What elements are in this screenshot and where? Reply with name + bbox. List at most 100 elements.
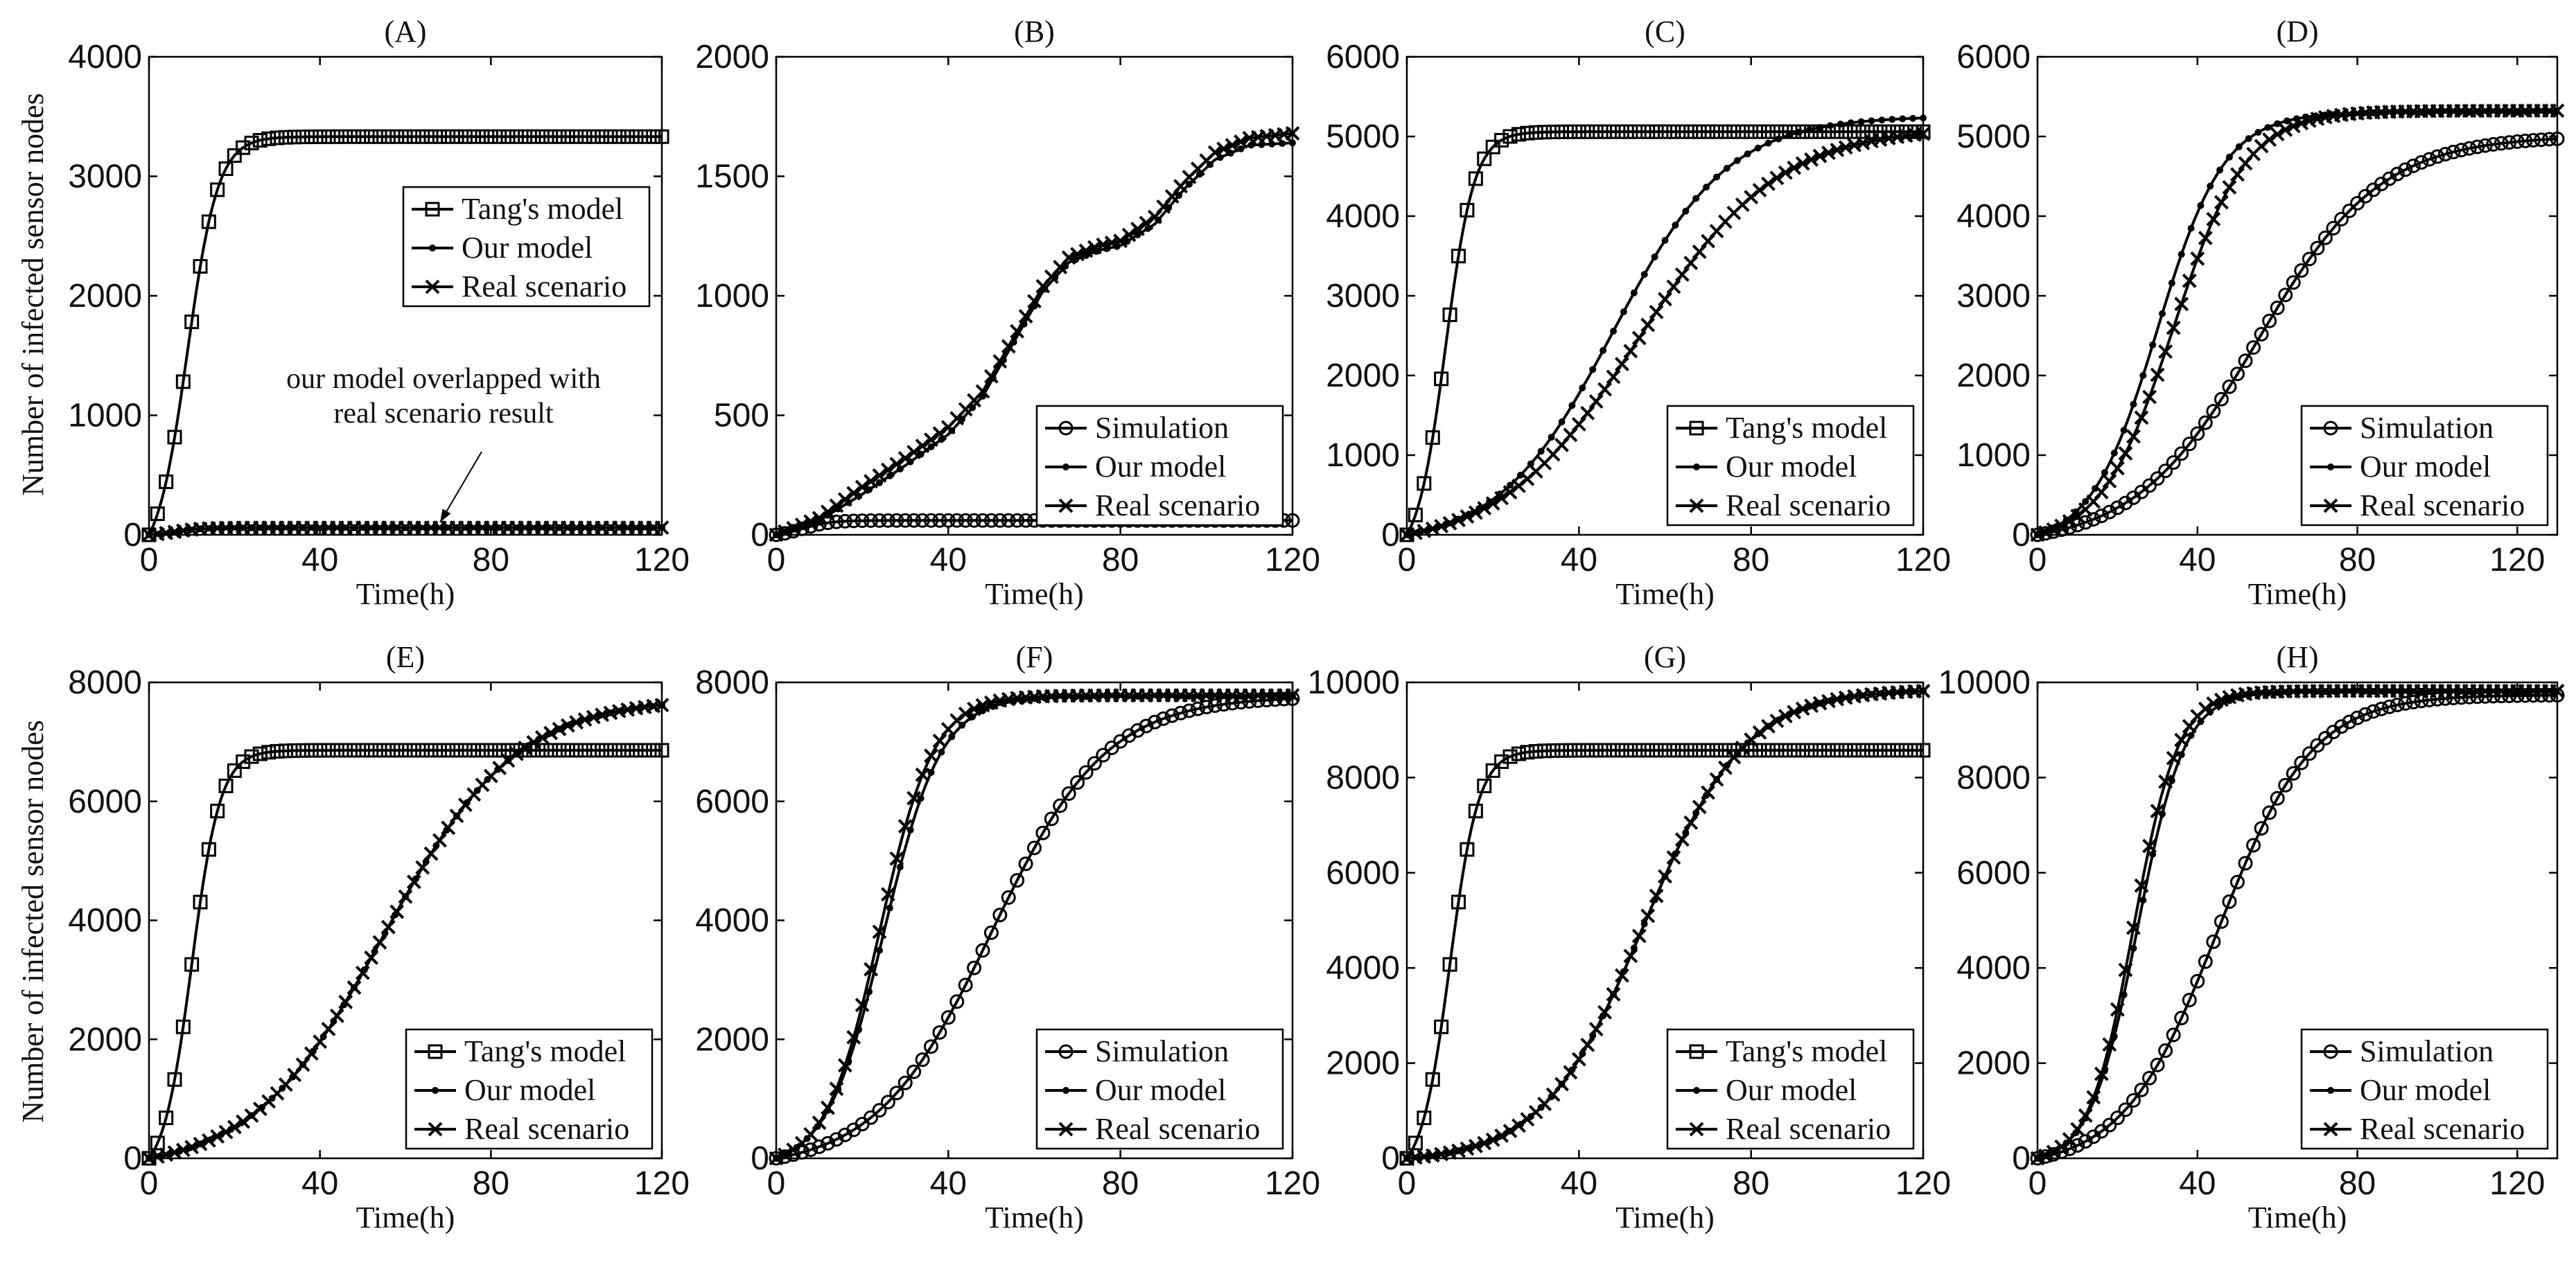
y-tick-label: 8000 [68, 664, 142, 701]
data-point-tang-s-model [1580, 743, 1595, 758]
data-point-real-scenario [1821, 145, 1836, 161]
data-point-our-model [1672, 221, 1679, 229]
x-tick-label: 120 [1895, 1165, 1951, 1202]
data-point-simulation [821, 1135, 835, 1151]
data-point-tang-s-model [1528, 744, 1543, 759]
x-tick-label: 80 [1733, 542, 1769, 578]
data-point-our-model [1754, 144, 1762, 152]
legend-label-simulation: Simulation [1095, 411, 1229, 445]
data-point-tang-s-model [441, 129, 456, 144]
y-tick-label: 4000 [1326, 950, 1400, 987]
y-axis-label-top: Number of infected sensor nodes [16, 93, 50, 496]
data-point-real-scenario [992, 354, 1008, 369]
y-tick-label: 2000 [695, 1021, 769, 1058]
data-point-tang-s-model [201, 214, 216, 229]
data-point-real-scenario [534, 730, 550, 745]
data-point-real-scenario [837, 1058, 852, 1073]
data-point-tang-s-model [1855, 743, 1870, 758]
data-point-simulation [2174, 446, 2189, 461]
data-point-real-scenario [1434, 519, 1449, 533]
data-point-real-scenario [569, 715, 584, 730]
data-point-real-scenario [1606, 369, 1621, 384]
data-point-tang-s-model [218, 778, 234, 793]
data-point-real-scenario [1812, 148, 1828, 163]
data-point-our-model [2225, 153, 2233, 161]
series-real-scenario-g [1399, 684, 1931, 1166]
data-point-tang-s-model [1726, 124, 1742, 139]
data-point-tang-s-model [1640, 124, 1656, 139]
legend-label-our-model: Our model [1726, 1073, 1857, 1107]
legend-marker-simulation [2323, 1044, 2338, 1059]
data-point-real-scenario [864, 962, 878, 977]
data-point-real-scenario [543, 725, 559, 741]
data-point-tang-s-model [637, 129, 652, 144]
data-point-tang-s-model [210, 182, 225, 197]
data-point-simulation [2086, 512, 2101, 527]
data-point-real-scenario [2062, 514, 2077, 529]
data-point-our-model [917, 795, 925, 802]
data-point-our-model [1600, 346, 1607, 354]
legend-marker-tang-s-model [1689, 1044, 1704, 1059]
data-point-real-scenario [778, 1147, 792, 1162]
data-point-real-scenario [1502, 485, 1518, 500]
data-point-tang-s-model [1417, 1111, 1432, 1126]
y-tick-label: 6000 [695, 784, 769, 820]
data-point-real-scenario [2126, 429, 2141, 444]
data-point-tang-s-model [595, 743, 610, 758]
x-tick-label: 0 [1398, 1165, 1417, 1202]
legend-label-simulation: Simulation [1095, 1034, 1229, 1068]
data-point-tang-s-model [1847, 124, 1862, 139]
data-point-simulation [2286, 766, 2301, 781]
data-point-tang-s-model [1434, 371, 1449, 387]
data-point-real-scenario [218, 1124, 234, 1140]
data-point-tang-s-model [1468, 804, 1483, 819]
x-tick-label: 120 [1265, 542, 1320, 578]
data-point-simulation [1087, 756, 1102, 771]
data-point-tang-s-model [321, 743, 336, 758]
data-point-real-scenario [1468, 505, 1483, 520]
data-point-tang-s-model [355, 129, 370, 144]
data-point-our-model [876, 479, 883, 486]
data-point-our-model [2254, 128, 2262, 136]
data-point-tang-s-model [389, 743, 405, 758]
data-point-simulation [1216, 697, 1232, 712]
legend-label-our-model: Our model [1726, 450, 1857, 484]
data-point-simulation [1285, 513, 1300, 528]
data-point-real-scenario [1778, 709, 1793, 724]
data-point-our-model [2130, 400, 2137, 408]
y-tick-label: 4000 [1956, 950, 2031, 987]
data-point-tang-s-model [552, 129, 567, 144]
data-point-real-scenario [1285, 688, 1300, 703]
data-point-real-scenario [786, 1142, 801, 1158]
data-point-simulation [2246, 340, 2261, 355]
data-point-tang-s-model [1898, 743, 1913, 758]
data-point-tang-s-model [1752, 743, 1767, 758]
data-point-tang-s-model [159, 474, 174, 489]
series-real-scenario-h [2030, 683, 2565, 1166]
data-point-real-scenario [1001, 339, 1016, 354]
data-point-our-model [1796, 128, 1803, 136]
data-point-real-scenario [872, 468, 887, 483]
data-point-real-scenario [1588, 394, 1604, 409]
data-point-real-scenario [355, 965, 370, 980]
data-point-real-scenario [175, 1142, 191, 1158]
x-axis-label-b: Time(h) [985, 577, 1084, 611]
data-point-tang-s-model [1614, 124, 1629, 139]
data-point-real-scenario [2110, 461, 2125, 476]
data-point-tang-s-model [492, 743, 507, 758]
data-point-tang-s-model [637, 743, 652, 758]
data-point-tang-s-model [483, 129, 498, 144]
data-point-simulation [2470, 139, 2485, 154]
data-point-real-scenario [1615, 968, 1629, 983]
data-point-simulation [2446, 144, 2461, 159]
data-point-tang-s-model [1795, 743, 1810, 758]
data-point-our-model [1610, 328, 1617, 335]
data-point-simulation [2294, 263, 2309, 278]
data-point-our-model [886, 904, 893, 912]
data-point-simulation [2294, 755, 2309, 770]
series-real-scenario-d [2030, 103, 2565, 542]
data-point-tang-s-model [1701, 124, 1716, 139]
data-point-real-scenario [1683, 815, 1699, 830]
x-tick-label: 120 [1265, 1165, 1320, 1202]
data-point-simulation [1164, 708, 1180, 723]
